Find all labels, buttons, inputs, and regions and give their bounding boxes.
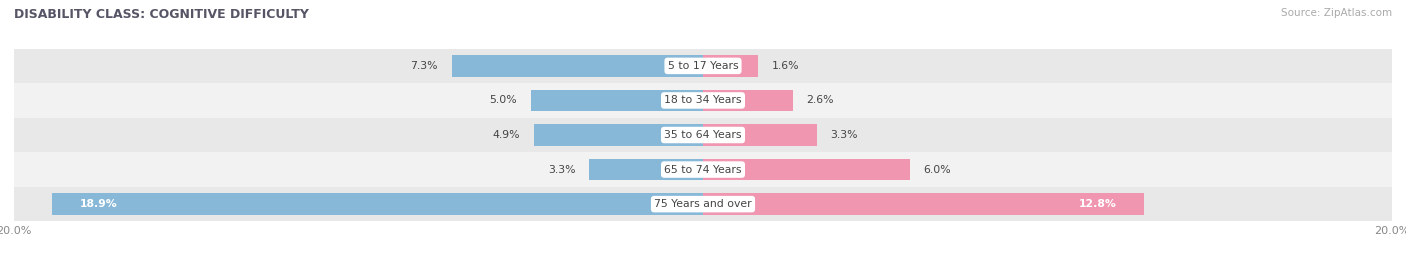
Text: Source: ZipAtlas.com: Source: ZipAtlas.com — [1281, 8, 1392, 18]
Bar — [52, 193, 703, 215]
Bar — [703, 55, 758, 77]
Bar — [14, 187, 1392, 221]
Text: 6.0%: 6.0% — [924, 164, 950, 175]
Text: 3.3%: 3.3% — [831, 130, 858, 140]
Text: 35 to 64 Years: 35 to 64 Years — [664, 130, 742, 140]
Bar — [451, 55, 703, 77]
Bar — [14, 83, 1392, 118]
Text: 75 Years and over: 75 Years and over — [654, 199, 752, 209]
Text: 2.6%: 2.6% — [807, 95, 834, 106]
Text: 7.3%: 7.3% — [411, 61, 437, 71]
Bar — [703, 90, 793, 111]
Bar — [534, 124, 703, 146]
Text: DISABILITY CLASS: COGNITIVE DIFFICULTY: DISABILITY CLASS: COGNITIVE DIFFICULTY — [14, 8, 309, 21]
Text: 5 to 17 Years: 5 to 17 Years — [668, 61, 738, 71]
Text: 18 to 34 Years: 18 to 34 Years — [664, 95, 742, 106]
Text: 5.0%: 5.0% — [489, 95, 517, 106]
Text: 65 to 74 Years: 65 to 74 Years — [664, 164, 742, 175]
Text: 3.3%: 3.3% — [548, 164, 575, 175]
Text: 12.8%: 12.8% — [1078, 199, 1116, 209]
Bar — [14, 118, 1392, 152]
Bar — [531, 90, 703, 111]
Text: 18.9%: 18.9% — [80, 199, 117, 209]
Bar — [703, 193, 1144, 215]
Bar — [14, 49, 1392, 83]
Bar — [703, 124, 817, 146]
Text: 1.6%: 1.6% — [772, 61, 800, 71]
Bar — [589, 159, 703, 180]
Bar — [14, 152, 1392, 187]
Bar — [703, 159, 910, 180]
Text: 4.9%: 4.9% — [494, 130, 520, 140]
